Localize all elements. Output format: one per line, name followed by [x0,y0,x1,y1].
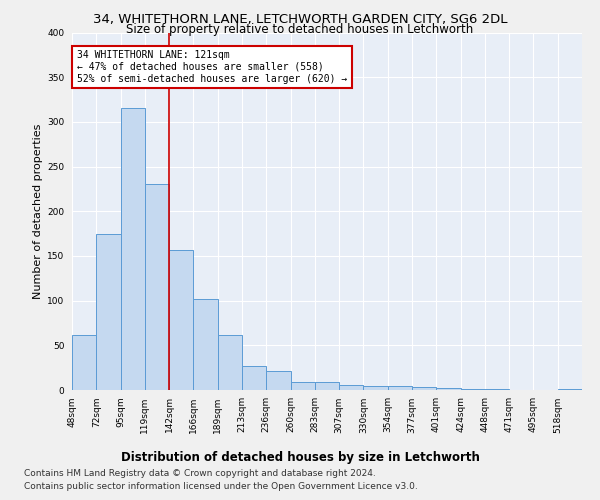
Bar [72,334,96,390]
Text: 34 WHITETHORN LANE: 121sqm
← 47% of detached houses are smaller (558)
52% of sem: 34 WHITETHORN LANE: 121sqm ← 47% of deta… [77,50,347,84]
Bar [412,388,436,390]
Bar [364,386,388,390]
Bar [193,299,218,390]
Bar [266,371,290,390]
Text: Distribution of detached houses by size in Letchworth: Distribution of detached houses by size … [121,451,479,464]
Text: Contains public sector information licensed under the Open Government Licence v3: Contains public sector information licen… [24,482,418,491]
Bar [218,336,242,390]
Bar [315,382,339,390]
Bar [436,388,461,390]
Bar [388,386,412,390]
Bar [485,389,509,390]
Bar [461,389,485,390]
Bar [290,382,315,390]
Text: Contains HM Land Registry data © Crown copyright and database right 2024.: Contains HM Land Registry data © Crown c… [24,468,376,477]
Bar [169,250,193,390]
Text: Size of property relative to detached houses in Letchworth: Size of property relative to detached ho… [127,22,473,36]
Bar [339,384,364,390]
Bar [121,108,145,390]
Bar [96,234,121,390]
Y-axis label: Number of detached properties: Number of detached properties [33,124,43,299]
Bar [145,184,169,390]
Bar [242,366,266,390]
Text: 34, WHITETHORN LANE, LETCHWORTH GARDEN CITY, SG6 2DL: 34, WHITETHORN LANE, LETCHWORTH GARDEN C… [93,12,507,26]
Bar [558,389,582,390]
